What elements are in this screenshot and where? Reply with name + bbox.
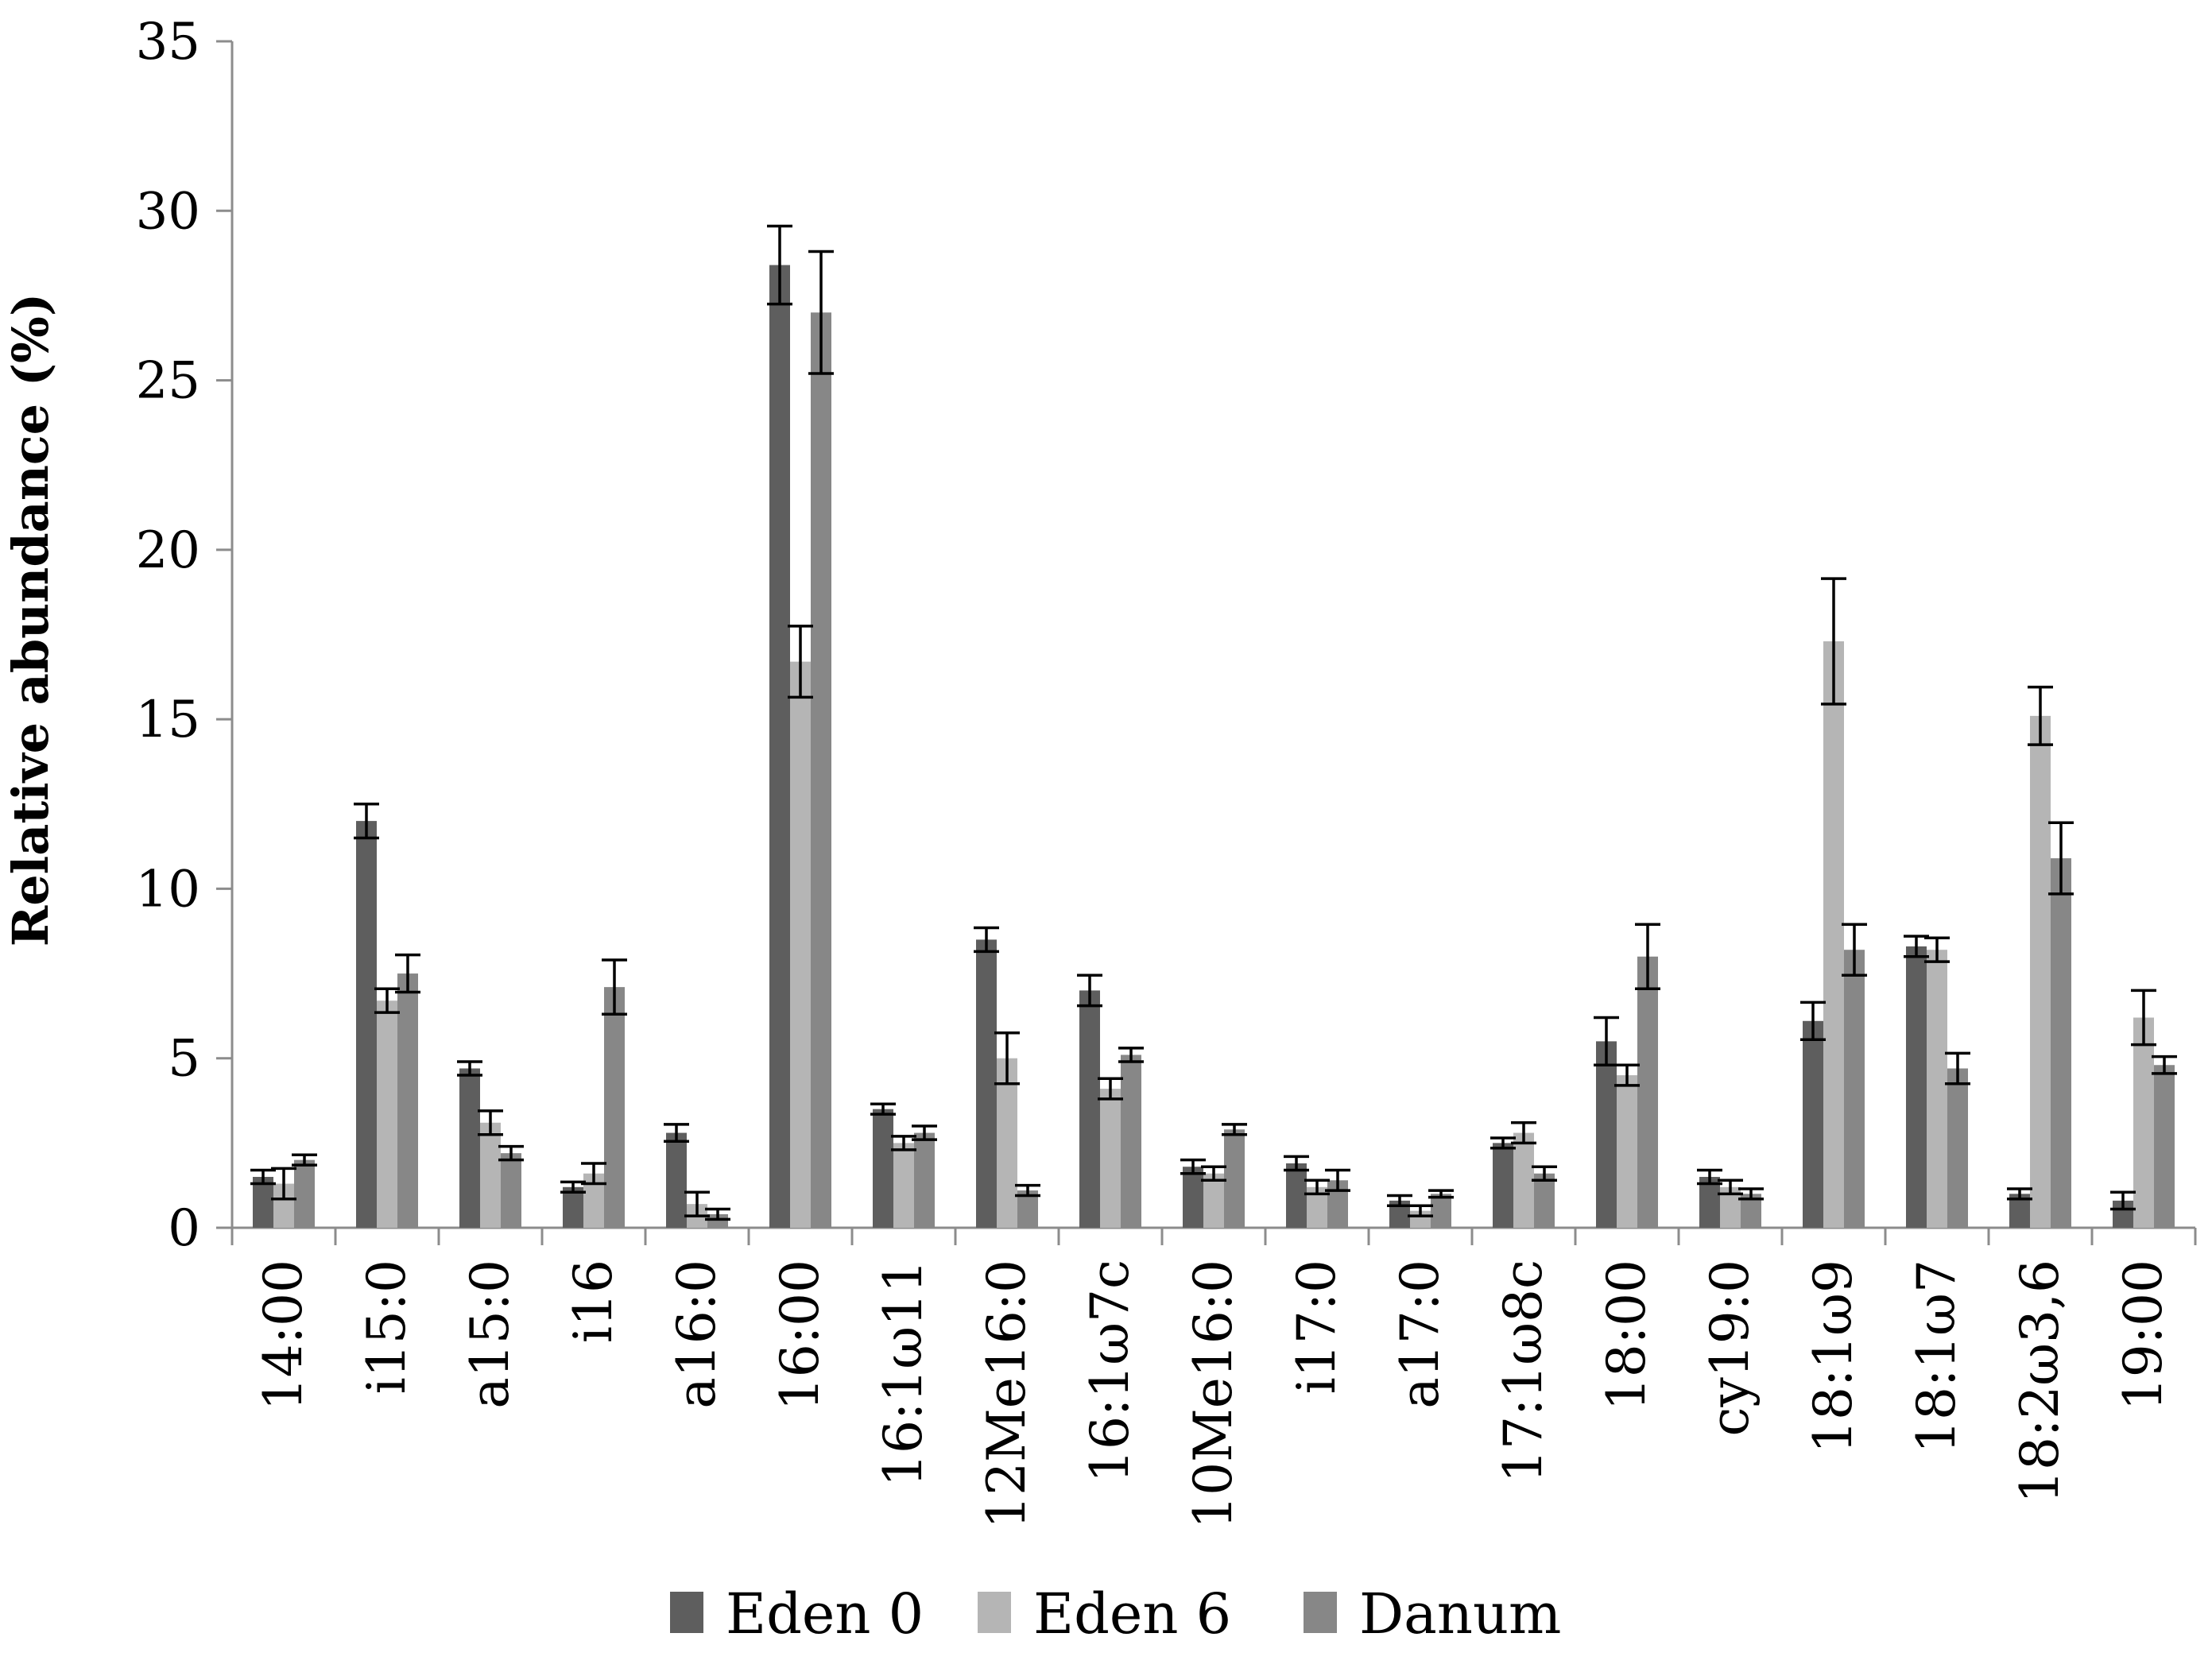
bar xyxy=(790,661,811,1228)
x-category-label: a17:0 xyxy=(1389,1260,1451,1409)
bar xyxy=(2133,1017,2154,1228)
bar xyxy=(914,1132,935,1228)
bar xyxy=(2030,715,2051,1228)
bar xyxy=(356,821,377,1228)
x-category-label: 10Me16:0 xyxy=(1183,1260,1244,1529)
bar xyxy=(997,1058,1017,1228)
y-tick-label: 5 xyxy=(168,1030,200,1089)
x-category-label: 19:00 xyxy=(2113,1260,2174,1411)
bars xyxy=(253,265,2175,1229)
bar xyxy=(1596,1041,1617,1228)
y-tick-label: 10 xyxy=(136,860,200,919)
y-tick-label: 30 xyxy=(136,182,200,241)
bar xyxy=(666,1132,687,1228)
x-category-label: 16:00 xyxy=(769,1260,831,1411)
bar xyxy=(1947,1068,1968,1228)
x-category-label: 16:1ω11 xyxy=(873,1260,934,1487)
legend-swatch xyxy=(1304,1592,1337,1633)
bar xyxy=(1493,1143,1513,1228)
legend-swatch xyxy=(670,1592,703,1633)
bar xyxy=(873,1109,893,1228)
y-axis-title: Relative abundance (%) xyxy=(2,293,60,947)
x-category-label: 18:00 xyxy=(1596,1260,1657,1411)
y-tick-label: 15 xyxy=(136,691,200,749)
bar xyxy=(1121,1055,1141,1228)
bar xyxy=(1699,1177,1720,1228)
x-category-label: i15:0 xyxy=(356,1260,417,1394)
x-category-label: i17:0 xyxy=(1286,1260,1347,1394)
bar xyxy=(604,987,625,1228)
bar xyxy=(294,1159,315,1228)
x-category-label: a15:0 xyxy=(459,1260,521,1409)
y-tick-label: 25 xyxy=(136,352,200,411)
bar xyxy=(1513,1132,1534,1228)
y-tick-label: 35 xyxy=(136,13,200,72)
bar xyxy=(2051,858,2071,1228)
x-category-label: a16:0 xyxy=(666,1260,727,1409)
bar xyxy=(1431,1194,1451,1228)
x-category-label: 18:2ω3,6 xyxy=(2009,1260,2071,1504)
legend-label: Danum xyxy=(1359,1581,1561,1647)
bar xyxy=(1803,1020,1823,1228)
bar xyxy=(1637,956,1658,1228)
error-bars xyxy=(250,224,2177,1221)
bar xyxy=(769,265,790,1229)
bar xyxy=(1906,946,1927,1228)
bar xyxy=(563,1186,583,1228)
bar xyxy=(501,1153,521,1228)
y-tick-label: 20 xyxy=(136,521,200,580)
x-category-label: 18:1ω9 xyxy=(1803,1260,1864,1453)
bar xyxy=(1844,950,1865,1228)
legend-label: Eden 0 xyxy=(726,1581,924,1647)
bar xyxy=(1079,990,1100,1228)
bar xyxy=(893,1143,914,1228)
bar xyxy=(1286,1163,1307,1228)
x-category-label: 18:1ω7 xyxy=(1906,1260,1967,1453)
bar xyxy=(1100,1089,1121,1228)
bar xyxy=(1927,950,1947,1228)
bar xyxy=(1823,641,1844,1228)
x-category-label: 12Me16:0 xyxy=(976,1260,1037,1529)
y-axis: 0 5 10 15 20 25 30 35 xyxy=(136,13,234,1258)
legend-swatch xyxy=(978,1592,1011,1633)
bar xyxy=(976,939,997,1228)
legend-label: Eden 6 xyxy=(1033,1581,1231,1647)
x-category-label: 17:1ω8c xyxy=(1493,1260,1554,1483)
y-tick-label: 0 xyxy=(168,1199,200,1258)
x-category-label: i16 xyxy=(563,1260,624,1343)
bar xyxy=(1224,1129,1245,1228)
legend: Eden 0 Eden 6 Danum xyxy=(670,1581,1561,1647)
bar xyxy=(2154,1065,2175,1228)
bar xyxy=(480,1122,501,1228)
bar xyxy=(1203,1173,1224,1228)
bar xyxy=(1183,1167,1203,1228)
bar xyxy=(707,1213,728,1228)
bar xyxy=(459,1068,480,1228)
bar xyxy=(811,312,831,1229)
bar xyxy=(397,973,418,1228)
bar xyxy=(1617,1075,1637,1228)
x-category-label: 14:00 xyxy=(253,1260,314,1411)
x-category-label: 16:1ω7c xyxy=(1079,1260,1141,1483)
x-axis: 14:00 i15:0 a15:0 i16 a16:0 16:00 16:1ω11 12Me1… xyxy=(230,1226,2197,1529)
x-category-label: cy19:0 xyxy=(1699,1260,1761,1436)
bar xyxy=(377,1000,397,1228)
bar xyxy=(253,1177,273,1228)
bar xyxy=(1534,1173,1555,1228)
